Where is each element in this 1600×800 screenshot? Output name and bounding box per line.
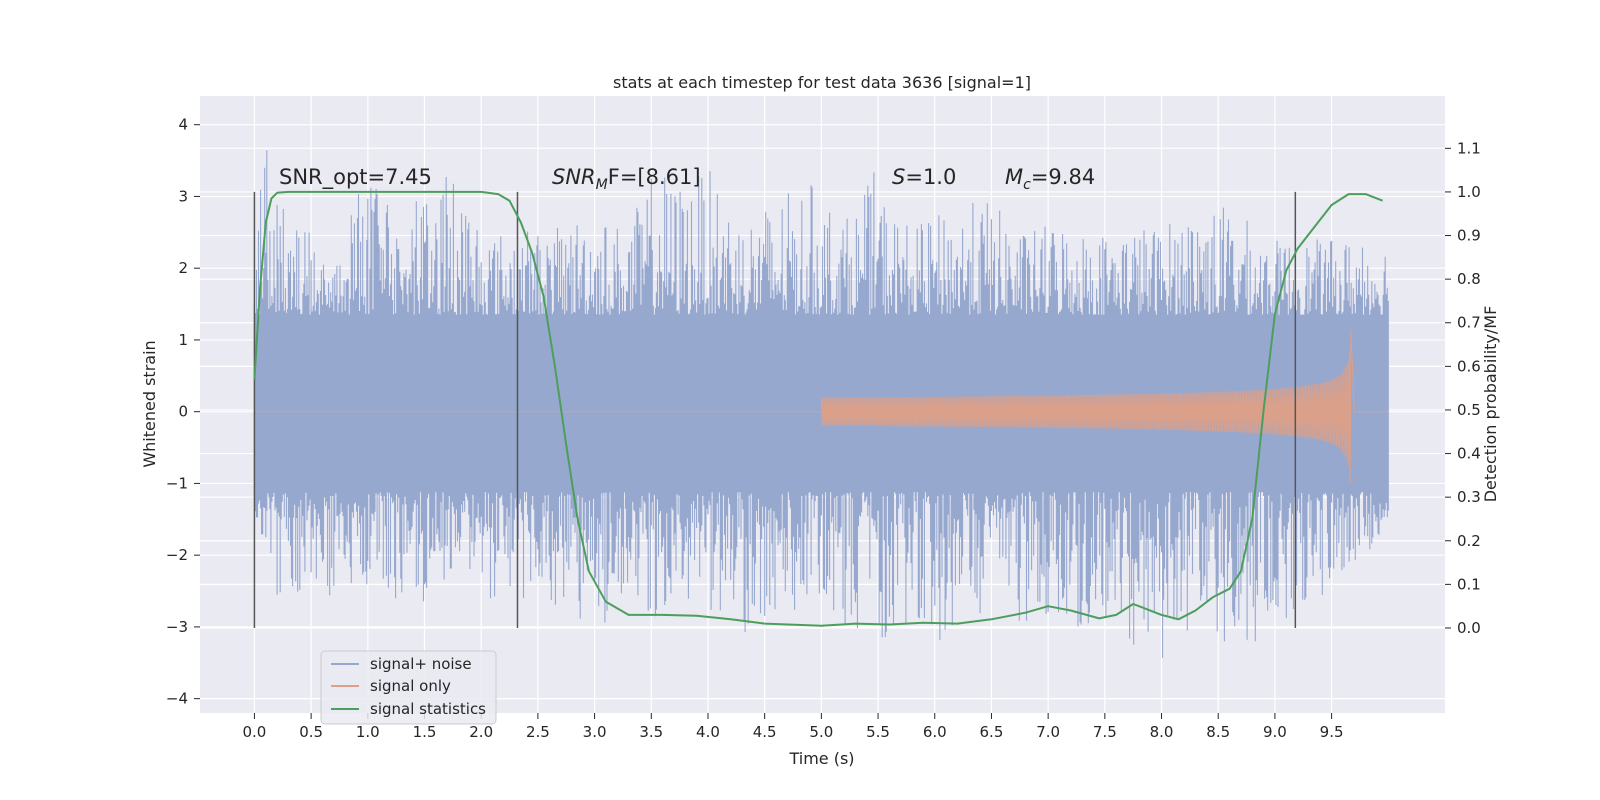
x-tick-label: 3.5 xyxy=(639,723,663,741)
y-tick-label: 1 xyxy=(178,331,188,349)
y2-tick-label: 0.7 xyxy=(1457,314,1481,332)
y2-axis-ticks: 1.1 1.0 0.9 0.8 0.7 0.6 0.5 0.4 0.3 0.2 0.1 0.0 xyxy=(1445,139,1481,637)
annotation-mc-sub: c xyxy=(1023,177,1031,193)
legend-label-signal-statistics: signal statistics xyxy=(370,700,486,718)
legend: signal+ noise signal only signal statist… xyxy=(320,650,497,725)
y-tick-label: −3 xyxy=(166,618,188,636)
x-tick-label: 5.0 xyxy=(809,723,833,741)
y-axis-ticks: 4 3 2 1 0 −1 −2 −3 −4 xyxy=(166,116,200,708)
x-tick-label: 4.0 xyxy=(696,723,720,741)
x-tick-label: 2.5 xyxy=(526,723,550,741)
annotation-s-var: S xyxy=(892,165,905,189)
annotation-snr-mf-rest: F=[8.61] xyxy=(608,165,701,189)
x-tick-label: 7.0 xyxy=(1036,723,1060,741)
y-tick-label: 2 xyxy=(178,259,188,277)
x-tick-label: 2.0 xyxy=(469,723,493,741)
y2-tick-label: 0.1 xyxy=(1457,575,1481,593)
y2-tick-label: 0.0 xyxy=(1457,619,1481,637)
x-axis-label: Time (s) xyxy=(788,749,854,768)
x-tick-label: 1.0 xyxy=(356,723,380,741)
annotation-s-val: =1.0 xyxy=(905,165,956,189)
y2-axis-label: Detection probability/MF xyxy=(1481,306,1500,503)
y2-tick-label: 0.9 xyxy=(1457,227,1481,245)
y2-tick-label: 0.8 xyxy=(1457,270,1481,288)
x-tick-label: 9.5 xyxy=(1320,723,1344,741)
y-tick-label: 4 xyxy=(178,116,188,134)
y2-tick-label: 0.2 xyxy=(1457,532,1481,550)
marker-lines xyxy=(253,191,1297,628)
annotation-mc: Mc=9.84 xyxy=(1005,165,1095,193)
legend-label-signal-noise: signal+ noise xyxy=(370,655,472,673)
x-tick-label: 9.0 xyxy=(1263,723,1287,741)
y2-tick-label: 0.6 xyxy=(1457,357,1481,375)
annotation-snr-mf-base: SNR xyxy=(552,165,596,189)
y-axis-label: Whitened strain xyxy=(140,340,159,467)
y2-tick-label: 1.0 xyxy=(1457,183,1481,201)
statistics-line xyxy=(253,190,1383,627)
x-tick-label: 4.5 xyxy=(753,723,777,741)
annotation-snr-mf-sub: M xyxy=(596,177,608,193)
x-tick-label: 1.5 xyxy=(413,723,437,741)
x-tick-label: 5.5 xyxy=(866,723,890,741)
x-tick-label: 3.0 xyxy=(583,723,607,741)
series-signal-statistics xyxy=(253,190,1383,627)
x-tick-label: 8.5 xyxy=(1206,723,1230,741)
annotation-snr-mf: SNRMF=[8.61] xyxy=(552,165,701,193)
chart-title: stats at each timestep for test data 363… xyxy=(613,73,1031,92)
y-tick-label: −2 xyxy=(166,546,188,564)
y2-tick-label: 0.4 xyxy=(1457,445,1481,463)
legend-box xyxy=(320,650,497,725)
y2-tick-label: 0.5 xyxy=(1457,401,1481,419)
y2-tick-label: 0.3 xyxy=(1457,488,1481,506)
annotation-s: S=1.0 xyxy=(892,165,956,189)
x-tick-label: 6.5 xyxy=(980,723,1004,741)
x-tick-label: 0.0 xyxy=(242,723,266,741)
x-tick-label: 7.5 xyxy=(1093,723,1117,741)
x-tick-label: 0.5 xyxy=(299,723,323,741)
x-tick-label: 8.0 xyxy=(1150,723,1174,741)
y2-tick-label: 1.1 xyxy=(1457,139,1481,157)
legend-label-signal-only: signal only xyxy=(370,677,451,695)
x-axis-ticks: 0.0 0.5 1.0 1.5 2.0 2.5 3.0 3.5 4.0 4.5 5.0 5.5 6.0 6… xyxy=(242,713,1344,741)
annotation-snr-opt: SNR_opt=7.45 xyxy=(279,165,432,190)
y-tick-label: −4 xyxy=(166,690,188,708)
y-tick-label: 0 xyxy=(178,403,188,421)
x-tick-label: 6.0 xyxy=(923,723,947,741)
annotation-mc-val: =9.84 xyxy=(1031,165,1095,189)
y-tick-label: −1 xyxy=(166,474,188,492)
y-tick-label: 3 xyxy=(178,187,188,205)
annotation-mc-var: M xyxy=(1005,165,1023,189)
